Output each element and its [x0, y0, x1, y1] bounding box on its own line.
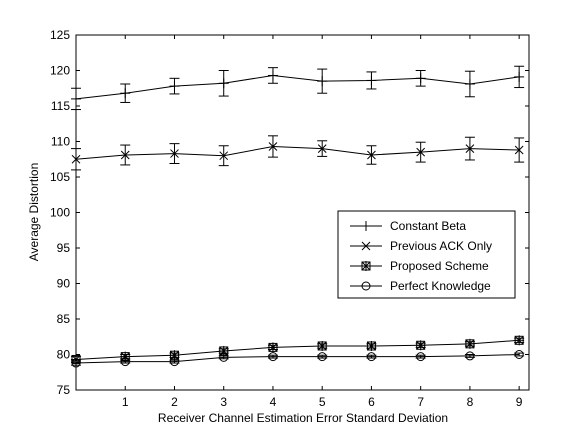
legend-entry-proposed-scheme: Proposed Scheme	[350, 259, 489, 273]
series-previous-ack-only	[71, 135, 525, 171]
y-tick-label: 90	[57, 277, 71, 291]
previous-ack-only-marker-diagonal-b	[317, 144, 327, 153]
previous-ack-only-marker-x	[268, 142, 278, 151]
axis-ticks: 1 2 3 4 5 6 7 8 9 75 80 85 90 95 100 105 110 115 120 125	[50, 28, 529, 409]
legend-entry-constant-beta: Constant Beta	[350, 219, 466, 233]
proposed-scheme-marker-star	[415, 340, 426, 351]
y-tick-label: 115	[51, 99, 70, 113]
previous-ack-only-marker-x	[465, 144, 475, 153]
x-tick-label: 1	[122, 395, 129, 409]
constant-beta-marker-plus	[169, 81, 180, 92]
x-tick-label: 5	[319, 395, 326, 409]
x-tick-label: 2	[171, 395, 178, 409]
constant-beta-marker-plus	[464, 78, 475, 89]
legend: Constant Beta Previous ACK Only	[337, 210, 516, 299]
proposed-scheme-marker-star	[317, 340, 328, 351]
legend-label-proposed-scheme: Proposed Scheme	[390, 259, 489, 273]
series-constant-beta	[71, 65, 525, 111]
perfect-knowledge-marker-circle	[268, 352, 278, 362]
previous-ack-only-marker-x	[219, 151, 229, 161]
x-tick-label: 9	[516, 395, 523, 409]
legend-label-constant-beta: Constant Beta	[390, 219, 466, 233]
proposed-scheme-marker-star	[366, 340, 377, 351]
proposed-scheme-marker-star	[464, 338, 475, 349]
perfect-knowledge-marker-circle	[514, 350, 524, 359]
legend-entry-perfect-knowledge: Perfect Knowledge	[350, 279, 491, 293]
perfect-knowledge-marker-circle	[366, 352, 376, 362]
perfect-knowledge-line	[75, 354, 520, 364]
previous-ack-only-marker-diagonal-b	[416, 147, 426, 157]
previous-ack-only-marker-diagonal-b	[219, 151, 229, 161]
constant-beta-marker-plus	[415, 73, 426, 84]
y-tick-label: 125	[50, 28, 70, 42]
perfect-knowledge-marker-circle	[317, 352, 327, 362]
previous-ack-only-marker-diagonal-b	[367, 150, 376, 160]
previous-ack-only-marker-diagonal-b	[71, 154, 81, 164]
proposed-scheme-marker-star	[218, 345, 229, 356]
legend-marker-proposed-scheme	[361, 261, 371, 271]
previous-ack-only-marker-x	[170, 149, 179, 158]
legend-entry-previous-ack-only: Previous ACK Only	[350, 239, 492, 253]
previous-ack-only-marker-x	[71, 154, 81, 164]
constant-beta-marker-plus	[120, 88, 131, 99]
y-tick-label: 80	[57, 348, 71, 362]
legend-marker-perfect-knowledge	[361, 281, 371, 291]
perfect-knowledge-marker-circle	[416, 352, 426, 362]
y-tick-label: 105	[50, 170, 70, 184]
previous-ack-only-marker-x	[367, 150, 376, 160]
perfect-knowledge-marker-circle	[169, 357, 179, 367]
x-tick-label: 7	[417, 395, 424, 409]
y-tick-label: 100	[50, 206, 70, 220]
previous-ack-only-marker-diagonal-b	[465, 144, 475, 153]
y-tick-label: 110	[51, 135, 70, 149]
legend-marker-constant-beta	[361, 221, 371, 231]
previous-ack-only-marker-x	[317, 144, 327, 153]
perfect-knowledge-marker-circle	[120, 357, 130, 367]
previous-ack-only-marker-diagonal-b	[514, 145, 524, 155]
x-tick-label: 8	[467, 395, 474, 409]
perfect-knowledge-marker-circle	[465, 351, 475, 361]
proposed-scheme-line	[75, 339, 520, 360]
x-axis-label: Receiver Channel Estimation Error Standa…	[158, 411, 448, 425]
proposed-scheme-marker-star	[514, 335, 525, 346]
previous-ack-only-line	[75, 145, 520, 160]
constant-beta-marker-plus	[267, 70, 278, 81]
previous-ack-only-marker-diagonal-b	[268, 142, 278, 151]
y-tick-label: 95	[57, 241, 71, 255]
y-tick-label: 75	[57, 383, 71, 397]
legend-marker-previous-ack-only	[361, 241, 371, 251]
constant-beta-marker-plus	[71, 93, 81, 104]
x-tick-label: 4	[270, 395, 277, 409]
legend-box	[337, 210, 516, 299]
constant-beta-marker-plus	[218, 78, 229, 89]
y-tick-label: 85	[57, 312, 71, 326]
proposed-scheme-marker-star	[267, 342, 278, 353]
x-tick-label: 6	[368, 395, 375, 409]
series-layer	[71, 65, 525, 368]
perfect-knowledge-marker-circle	[219, 352, 229, 362]
previous-ack-only-marker-diagonal-b	[120, 150, 130, 160]
legend-label-perfect-knowledge: Perfect Knowledge	[390, 279, 491, 293]
legend-label-previous-ack-only: Previous ACK Only	[390, 239, 492, 253]
previous-ack-only-marker-diagonal-b	[170, 149, 179, 158]
constant-beta-marker-plus	[514, 71, 525, 82]
previous-ack-only-marker-x	[120, 150, 130, 160]
perfect-knowledge-marker-circle	[71, 358, 81, 368]
y-axis-label: Average Distortion	[27, 163, 41, 262]
y-tick-label: 120	[50, 64, 70, 78]
constant-beta-line	[75, 74, 520, 100]
x-tick-label: 3	[220, 395, 227, 409]
constant-beta-marker-plus	[366, 75, 377, 86]
previous-ack-only-marker-x	[514, 145, 524, 155]
constant-beta-marker-plus	[317, 76, 328, 87]
previous-ack-only-marker-x	[416, 147, 426, 157]
proposed-scheme-marker-star	[169, 350, 180, 361]
series-perfect-knowledge	[71, 350, 525, 368]
